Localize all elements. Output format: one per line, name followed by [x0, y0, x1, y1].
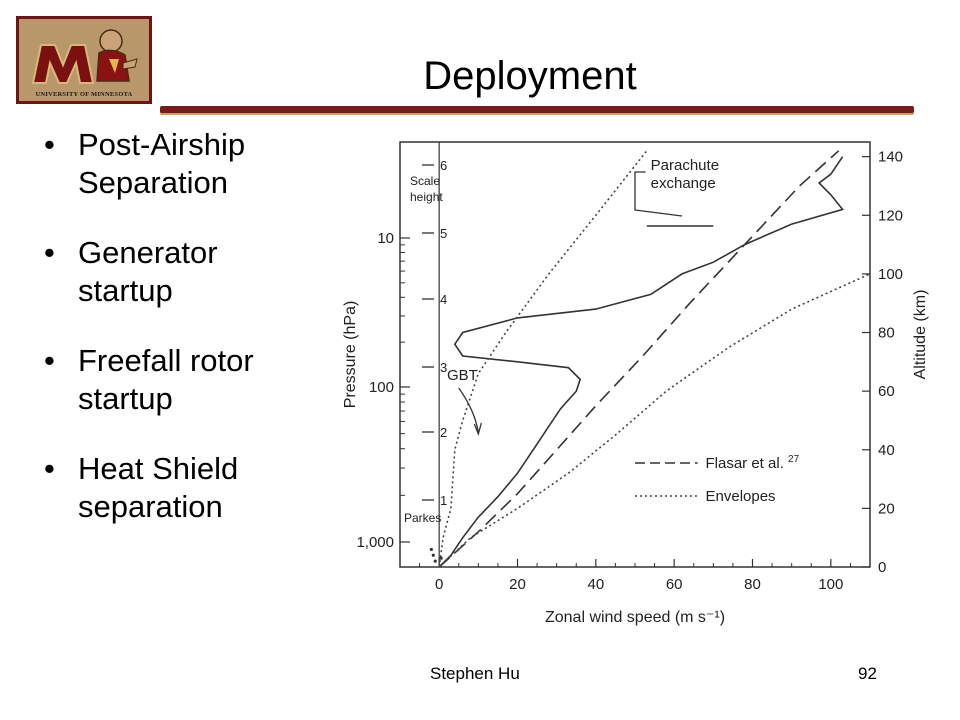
- y-left-tick-label: 10: [377, 230, 394, 247]
- parachute-arrow: [634, 171, 683, 217]
- footer-author: Stephen Hu: [430, 664, 520, 683]
- bullet-dot: •: [44, 451, 55, 486]
- parachute-label: Parachute: [651, 157, 719, 174]
- logo-caption: UNIVERSITY OF MINNESOTA: [35, 91, 133, 98]
- legend-label-envelopes: Envelopes: [706, 488, 776, 505]
- parkes-point: [431, 553, 435, 557]
- legend-superscript: 27: [788, 454, 800, 465]
- y-right-tick-label: 100: [878, 266, 903, 283]
- page-number: 92: [858, 664, 877, 683]
- y-right-tick-label: 120: [878, 207, 903, 224]
- university-logo: UNIVERSITY OF MINNESOTA: [16, 16, 152, 104]
- bullet-dot: •: [44, 235, 55, 270]
- parkes-point: [433, 559, 437, 563]
- y-left-tick-label: 1,000: [356, 534, 394, 551]
- parkes-point: [429, 547, 433, 552]
- scale-height-label: Scale: [410, 174, 440, 188]
- x-tick-label: 20: [509, 576, 526, 593]
- y-right-tick-label: 40: [878, 442, 895, 459]
- gbt-arrowhead: [473, 422, 482, 437]
- gbt-profile-line: [438, 156, 844, 568]
- x-tick-label: 0: [435, 576, 443, 593]
- bullet-item: • Generator startup: [40, 234, 300, 310]
- y-left-axis-title: Pressure (hPa): [342, 301, 359, 409]
- parkes-point: [439, 556, 443, 560]
- y-right-tick-label: 0: [878, 559, 886, 576]
- y-right-tick-label: 140: [878, 149, 903, 166]
- bullet-text: Generator startup: [78, 235, 218, 308]
- y-right-axis-title: Altitude (km): [912, 290, 929, 380]
- x-tick-label: 100: [818, 576, 843, 593]
- bullet-dot: •: [44, 343, 55, 378]
- slide-title: Deployment: [423, 54, 637, 98]
- gbt-label: GBT: [447, 367, 478, 384]
- scale-height-tick-label: 4: [440, 292, 447, 307]
- bullet-item: • Heat Shield separation: [40, 450, 300, 526]
- scale-height-tick-label: 3: [440, 360, 447, 375]
- envelope-outer-line: [438, 273, 871, 568]
- bullet-item: • Freefall rotor startup: [40, 342, 300, 418]
- wind-profile-chart: 0 20 40 60 80 100 10 100 1,000 0 20 40 60 80 100 120 140…: [342, 141, 929, 626]
- bullet-text: Post-Airship Separation: [78, 127, 246, 200]
- bullet-item: • Post-Airship Separation: [40, 126, 300, 202]
- y-right-tick-label: 80: [878, 325, 895, 342]
- bullet-dot: •: [44, 127, 55, 162]
- scale-height-tick-label: 2: [440, 425, 447, 440]
- y-left-tick-label: 100: [369, 379, 394, 396]
- y-right-tick-label: 60: [878, 383, 895, 400]
- gbt-arrow: [458, 387, 479, 433]
- x-tick-label: 80: [744, 576, 761, 593]
- y-right-tick-label: 20: [878, 500, 895, 517]
- title-divider: [160, 106, 914, 113]
- scale-height-tick-label: 6: [440, 158, 447, 173]
- scale-height-label: height: [410, 190, 443, 204]
- bullet-list: • Post-Airship Separation • Generator star…: [40, 126, 300, 558]
- legend-label-flasar: Flasar et al. 27: [706, 454, 800, 472]
- scale-height-tick-label: 1: [440, 493, 447, 508]
- x-tick-label: 40: [587, 576, 604, 593]
- envelope-inner-line: [438, 150, 648, 568]
- flasar-profile-line: [438, 150, 840, 568]
- bullet-text: Freefall rotor startup: [78, 343, 254, 416]
- parachute-label: exchange: [651, 175, 716, 192]
- bullet-text: Heat Shield separation: [78, 451, 239, 524]
- parkes-label: Parkes: [404, 511, 441, 525]
- x-axis-title: Zonal wind speed (m s⁻¹): [545, 609, 725, 626]
- x-tick-label: 60: [666, 576, 683, 593]
- scale-height-tick-label: 5: [440, 226, 447, 241]
